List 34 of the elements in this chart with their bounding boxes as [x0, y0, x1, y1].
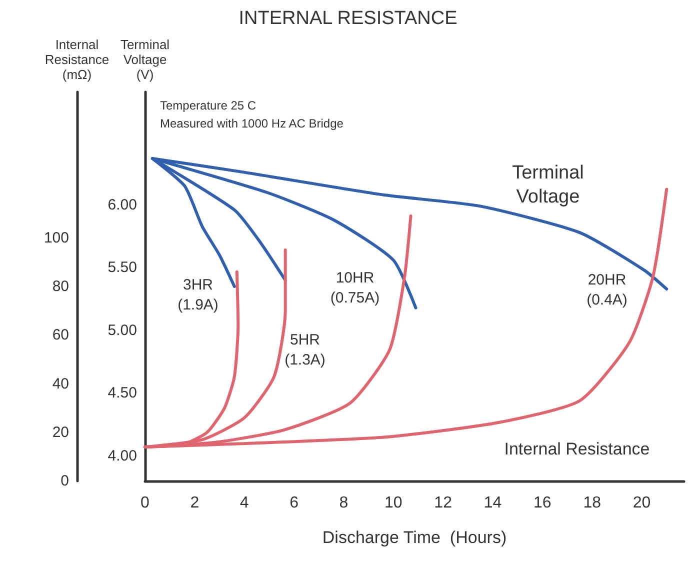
annotation: 10HR (0.75A) [330, 270, 380, 306]
y-tick-label: 6.00 [108, 196, 137, 214]
x-tick-label: 2 [190, 494, 200, 512]
x-tick-label: 14 [484, 494, 502, 512]
annotation: Measured with 1000 Hz AC Bridge [160, 116, 344, 130]
annotation: 3HR (1.9A) [178, 276, 218, 314]
x-axis-title: Discharge Time (Hours) [322, 528, 507, 547]
x-tick-label: 16 [534, 494, 552, 512]
annotation: Terminal Voltage [512, 162, 584, 208]
y-tick-label: 4.50 [108, 384, 137, 402]
y-axis-title: Terminal Voltage (V) [120, 37, 170, 82]
x-tick-label: 10 [384, 494, 402, 512]
x-tick-label: 20 [632, 494, 651, 512]
annotation: Internal Resistance [504, 440, 650, 458]
y2-tick-label: 40 [52, 375, 69, 392]
y2-tick-label: 0 [60, 472, 69, 490]
y-tick-label: 4.00 [108, 447, 137, 464]
annotation: Temperature 25 C [160, 98, 256, 112]
y2-axis-title: Internal Resistance (mΩ) [44, 37, 110, 82]
chart-title: INTERNAL RESISTANCE [238, 8, 458, 29]
x-tick-label: 0 [140, 494, 150, 512]
y-tick-label: 5.50 [108, 259, 137, 276]
x-tick-label: 6 [290, 494, 299, 512]
x-tick-label: 18 [583, 494, 602, 512]
x-tick-label: 12 [434, 494, 452, 512]
y2-tick-label: 20 [52, 424, 69, 441]
y2-tick-label: 80 [52, 278, 69, 295]
x-tick-label: 8 [339, 494, 348, 512]
y-tick-label: 5.00 [108, 322, 137, 339]
x-tick-label: 4 [240, 494, 249, 512]
annotation: 5HR (1.3A) [284, 332, 326, 368]
annotation: 20HR (0.4A) [586, 272, 628, 308]
y2-tick-label: 60 [52, 326, 69, 344]
y2-tick-label: 100 [44, 229, 69, 246]
